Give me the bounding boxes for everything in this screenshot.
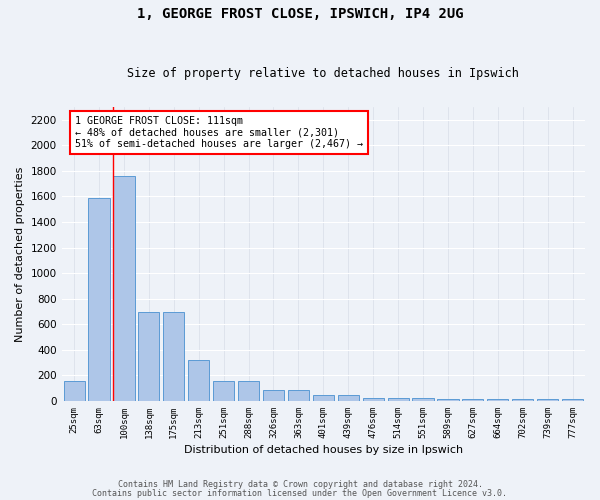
- Bar: [188, 360, 209, 401]
- Bar: [487, 400, 508, 401]
- Bar: [238, 381, 259, 401]
- Bar: [213, 381, 234, 401]
- Title: Size of property relative to detached houses in Ipswich: Size of property relative to detached ho…: [127, 66, 519, 80]
- Text: 1, GEORGE FROST CLOSE, IPSWICH, IP4 2UG: 1, GEORGE FROST CLOSE, IPSWICH, IP4 2UG: [137, 8, 463, 22]
- Bar: [388, 398, 409, 401]
- Bar: [163, 312, 184, 401]
- Bar: [138, 312, 160, 401]
- Bar: [537, 400, 558, 401]
- Bar: [362, 398, 384, 401]
- Bar: [562, 400, 583, 401]
- Text: 1 GEORGE FROST CLOSE: 111sqm
← 48% of detached houses are smaller (2,301)
51% of: 1 GEORGE FROST CLOSE: 111sqm ← 48% of de…: [76, 116, 364, 149]
- Text: Contains HM Land Registry data © Crown copyright and database right 2024.: Contains HM Land Registry data © Crown c…: [118, 480, 482, 489]
- Bar: [412, 398, 434, 401]
- Bar: [263, 390, 284, 401]
- Bar: [512, 400, 533, 401]
- Bar: [88, 198, 110, 401]
- Y-axis label: Number of detached properties: Number of detached properties: [15, 166, 25, 342]
- Bar: [462, 399, 484, 401]
- Bar: [288, 390, 309, 401]
- Bar: [313, 395, 334, 401]
- Bar: [113, 176, 134, 401]
- Text: Contains public sector information licensed under the Open Government Licence v3: Contains public sector information licen…: [92, 490, 508, 498]
- Bar: [64, 381, 85, 401]
- Bar: [437, 398, 458, 401]
- X-axis label: Distribution of detached houses by size in Ipswich: Distribution of detached houses by size …: [184, 445, 463, 455]
- Bar: [338, 395, 359, 401]
